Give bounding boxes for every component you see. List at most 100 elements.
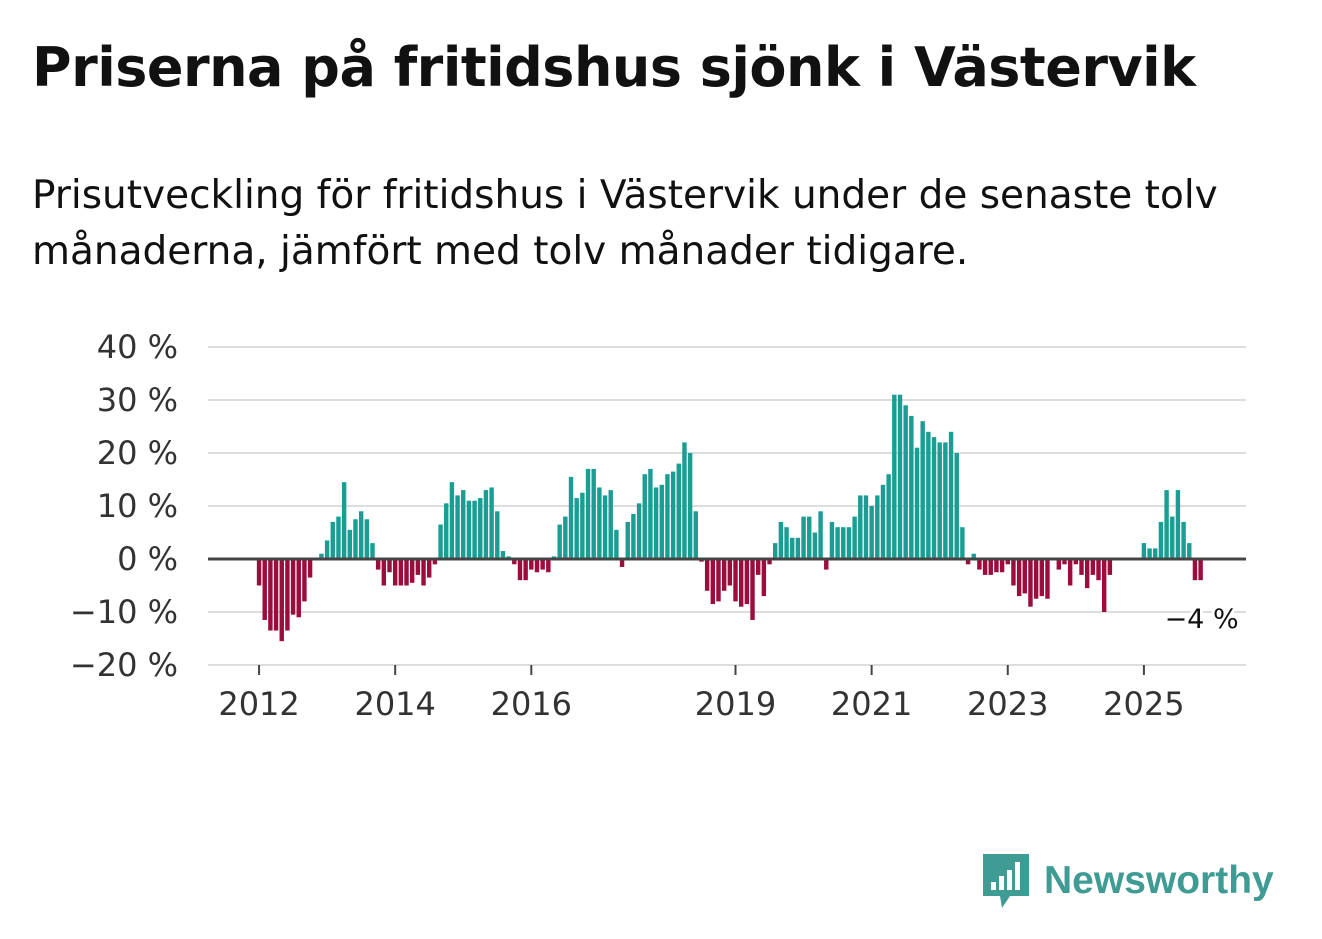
bar (597, 487, 602, 559)
y-tick-label: −10 % (70, 593, 178, 631)
bar (903, 405, 908, 559)
bar (614, 529, 619, 559)
bar (483, 490, 489, 559)
bar (977, 559, 982, 570)
bar (608, 490, 613, 559)
bar (495, 511, 500, 559)
bar (659, 484, 664, 559)
y-tick-label: 30 % (97, 381, 178, 419)
x-tick-label: 2019 (695, 685, 776, 723)
bar (1011, 559, 1016, 586)
bar (733, 559, 738, 602)
x-tick-label: 2016 (491, 685, 572, 723)
bar (784, 527, 789, 559)
bar (523, 559, 528, 581)
bar (687, 453, 693, 559)
bar (1039, 559, 1045, 597)
bar (347, 529, 353, 559)
y-tick-label: 20 % (97, 434, 178, 472)
bar (1107, 559, 1113, 575)
bar (829, 521, 835, 559)
bar (1073, 559, 1079, 565)
bar (886, 474, 891, 559)
bar (676, 463, 681, 559)
bar (1056, 559, 1062, 570)
bar (421, 559, 426, 586)
bar (387, 559, 392, 573)
bar (1096, 559, 1101, 581)
bar (982, 559, 988, 575)
bar (341, 482, 347, 559)
bar (1181, 521, 1186, 559)
bar (466, 500, 472, 559)
y-tick-label: 0 % (117, 540, 178, 578)
bar (863, 495, 869, 559)
bar (971, 553, 976, 559)
bar (721, 559, 727, 591)
bar (455, 495, 460, 559)
page-subtitle: Prisutveckling för fritidshus i Västervi… (32, 173, 1218, 274)
bar (563, 516, 568, 559)
bar (324, 540, 330, 559)
bar (330, 521, 335, 559)
y-tick-label: −20 % (70, 646, 178, 684)
bar (738, 559, 744, 607)
bar (670, 471, 676, 559)
bar (319, 553, 324, 559)
bar (529, 559, 534, 570)
bar (693, 511, 699, 559)
bar (960, 527, 965, 559)
bar (500, 551, 506, 559)
x-tick-label: 2014 (354, 685, 435, 723)
page-title: Priserna på fritidshus sjönk i Västervik (32, 36, 1196, 99)
bar (279, 559, 284, 642)
bar (790, 537, 795, 559)
bar (415, 559, 421, 575)
bar (302, 559, 307, 602)
bar (801, 516, 806, 559)
bar (994, 559, 999, 573)
bar (358, 511, 364, 559)
bar (580, 492, 585, 559)
bar (727, 559, 733, 586)
y-tick-label: 10 % (97, 487, 178, 525)
bar (398, 559, 404, 586)
bar (1090, 559, 1096, 575)
bar (920, 421, 925, 559)
bar (438, 524, 443, 559)
bar (472, 500, 477, 559)
bar (568, 476, 574, 559)
bar (931, 437, 937, 559)
bar (1079, 559, 1084, 575)
newsworthy-logo-icon (983, 854, 1029, 908)
bar (585, 468, 591, 559)
bar (517, 559, 523, 581)
bar (755, 559, 761, 575)
bar (409, 559, 415, 583)
brand-logo: Newsworthy (980, 852, 1274, 910)
bar (682, 442, 687, 559)
bar (392, 559, 398, 586)
bar (591, 468, 596, 559)
bar (336, 516, 341, 559)
bar (273, 559, 279, 631)
bar (767, 559, 772, 565)
bar (909, 415, 914, 559)
bar (353, 519, 358, 559)
axis-layer: 40 % 30 % 20 % 10 % 0 % −10 % −20 % 2012 2014 201… (70, 328, 1246, 723)
x-tick-label: 2025 (1103, 685, 1184, 723)
end-value-label-halo: −4 % (1165, 604, 1239, 635)
x-tick-label: 2012 (218, 685, 299, 723)
bar (478, 498, 483, 559)
bar (875, 495, 880, 559)
bar (818, 511, 823, 559)
bar (812, 532, 818, 559)
bar (1175, 490, 1181, 559)
bar (897, 394, 903, 559)
bar (988, 559, 993, 575)
bar (1170, 516, 1175, 559)
bar (375, 559, 381, 570)
bar (631, 513, 636, 559)
bar (914, 447, 920, 559)
bar (574, 498, 579, 559)
